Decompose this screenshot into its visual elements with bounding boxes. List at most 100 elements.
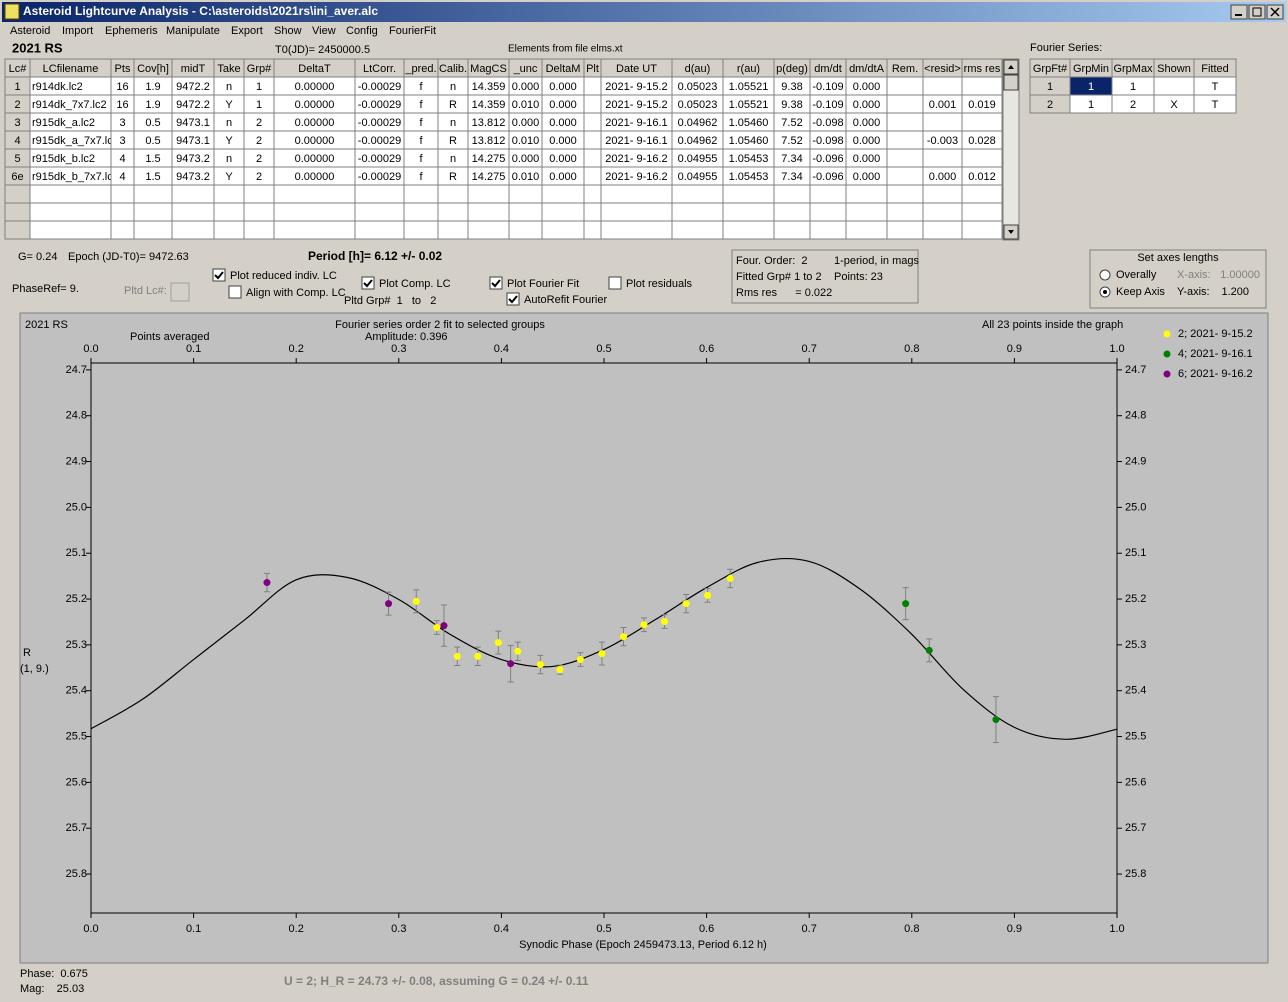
cell[interactable] <box>354 220 405 240</box>
cell[interactable] <box>541 202 585 222</box>
cell[interactable] <box>273 202 356 222</box>
cell[interactable] <box>1153 76 1195 96</box>
checkbox[interactable] <box>361 276 375 290</box>
cell[interactable] <box>110 220 135 240</box>
cell[interactable] <box>886 202 924 222</box>
cell[interactable] <box>583 112 602 132</box>
cell[interactable] <box>922 220 963 240</box>
cell[interactable] <box>671 184 724 204</box>
cell[interactable] <box>722 220 775 240</box>
cell[interactable] <box>961 184 1003 204</box>
cell[interactable] <box>600 184 673 204</box>
cell[interactable] <box>273 220 356 240</box>
cell[interactable] <box>600 220 673 240</box>
cell[interactable] <box>773 202 811 222</box>
maximize-button[interactable] <box>1248 4 1266 20</box>
cell[interactable] <box>922 76 963 96</box>
cell[interactable] <box>961 148 1003 168</box>
cell[interactable] <box>437 220 469 240</box>
cell[interactable] <box>922 112 963 132</box>
cell[interactable] <box>171 220 215 240</box>
checkbox[interactable] <box>228 285 242 299</box>
radio[interactable] <box>1099 269 1111 281</box>
cell[interactable] <box>922 148 963 168</box>
cell[interactable] <box>583 94 602 114</box>
cell[interactable] <box>845 220 888 240</box>
cell[interactable] <box>403 184 439 204</box>
cell[interactable] <box>722 202 775 222</box>
cell[interactable] <box>773 220 811 240</box>
cell[interactable] <box>403 202 439 222</box>
cell[interactable] <box>600 202 673 222</box>
cell[interactable] <box>886 130 924 150</box>
cell[interactable] <box>845 202 888 222</box>
cell[interactable] <box>29 184 112 204</box>
cell[interactable] <box>671 202 724 222</box>
cell[interactable] <box>886 94 924 114</box>
cell[interactable] <box>583 220 602 240</box>
cell[interactable] <box>922 202 963 222</box>
header-cell[interactable] <box>4 184 31 204</box>
cell[interactable] <box>508 220 543 240</box>
cell[interactable] <box>437 202 469 222</box>
cell[interactable] <box>583 130 602 150</box>
cell[interactable] <box>467 202 510 222</box>
cell[interactable] <box>886 148 924 168</box>
cell[interactable] <box>508 202 543 222</box>
cell[interactable] <box>583 166 602 186</box>
cell[interactable] <box>583 148 602 168</box>
cell[interactable] <box>354 202 405 222</box>
cell[interactable] <box>354 184 405 204</box>
cell[interactable] <box>671 220 724 240</box>
cell[interactable] <box>961 112 1003 132</box>
cell[interactable] <box>171 202 215 222</box>
cell[interactable] <box>467 220 510 240</box>
cell[interactable] <box>722 184 775 204</box>
cell[interactable] <box>29 220 112 240</box>
cell[interactable] <box>583 76 602 96</box>
cell[interactable] <box>133 220 173 240</box>
cell[interactable] <box>773 184 811 204</box>
cell[interactable] <box>583 202 602 222</box>
cell[interactable] <box>171 184 215 204</box>
cell[interactable] <box>243 202 275 222</box>
cell[interactable] <box>467 184 510 204</box>
cell[interactable] <box>961 76 1003 96</box>
cell[interactable] <box>886 112 924 132</box>
cell[interactable] <box>243 220 275 240</box>
cell[interactable] <box>922 184 963 204</box>
checkbox[interactable] <box>489 276 503 290</box>
cell[interactable] <box>133 202 173 222</box>
cell[interactable] <box>583 184 602 204</box>
header-cell[interactable] <box>4 202 31 222</box>
cell[interactable] <box>961 202 1003 222</box>
cell[interactable] <box>403 220 439 240</box>
cell[interactable] <box>213 220 245 240</box>
cell[interactable] <box>809 184 847 204</box>
cell[interactable] <box>133 184 173 204</box>
cell[interactable] <box>809 220 847 240</box>
cell[interactable] <box>541 220 585 240</box>
checkbox[interactable] <box>506 292 520 306</box>
cell[interactable] <box>541 184 585 204</box>
cell[interactable] <box>1193 94 1237 114</box>
cell[interactable] <box>845 184 888 204</box>
header-cell[interactable] <box>4 220 31 240</box>
spinner[interactable] <box>170 282 190 302</box>
cell[interactable] <box>213 202 245 222</box>
cell[interactable] <box>886 184 924 204</box>
cell[interactable] <box>886 220 924 240</box>
minimize-button[interactable] <box>1230 4 1248 20</box>
cell[interactable] <box>110 202 135 222</box>
cell[interactable] <box>886 76 924 96</box>
cell[interactable] <box>508 184 543 204</box>
cell[interactable] <box>886 166 924 186</box>
cell[interactable] <box>243 184 275 204</box>
cell[interactable] <box>961 220 1003 240</box>
checkbox[interactable] <box>608 276 622 290</box>
cell[interactable] <box>110 184 135 204</box>
scrollbar[interactable] <box>1002 58 1020 241</box>
cell[interactable] <box>273 184 356 204</box>
cell[interactable] <box>29 202 112 222</box>
scroll-thumb[interactable] <box>1003 74 1019 91</box>
